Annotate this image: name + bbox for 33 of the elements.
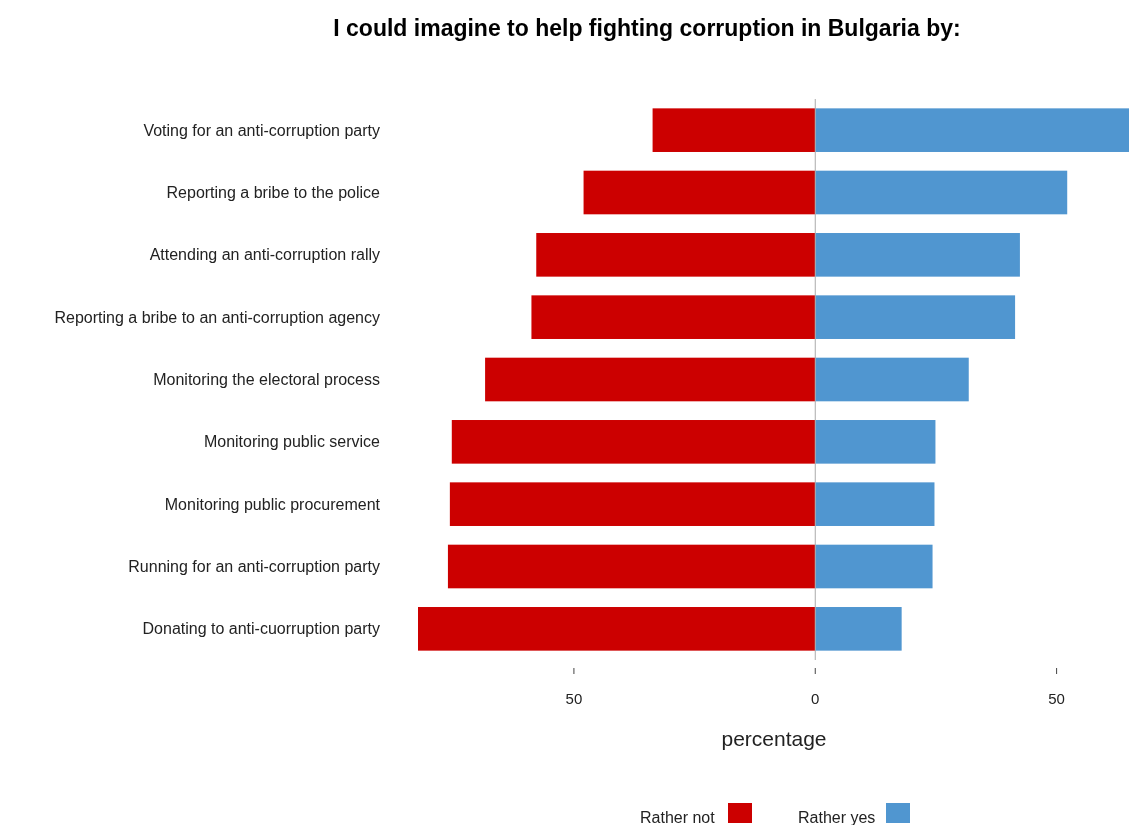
bar [451,420,816,464]
bar [815,233,1020,277]
chart-title: I could imagine to help fighting corruption in Bulgaria by: [333,15,961,41]
bar [815,108,1129,152]
y-tick-label: Monitoring public procurement [164,495,381,513]
y-tick-label: Donating to anti-cuorruption party [142,620,380,638]
y-tick-label: Voting for an anti-corruption party [143,121,380,139]
bar [815,170,1068,215]
bar [815,357,969,402]
x-tick-label: 50 [565,690,583,707]
bar [815,607,902,651]
bar [536,233,816,277]
x-tick-label: 0 [811,690,820,707]
x-tick-label: 50 [1048,690,1065,707]
bar [485,357,816,402]
bar [815,482,935,526]
bar [583,170,816,215]
x-axis-title: percentage [721,727,827,750]
bar [815,544,933,589]
bar [447,544,816,589]
y-tick-label: Running for an anti-corruption party [128,558,380,575]
bar [418,607,816,651]
y-tick-label: Attending an anti-corruption rally [149,246,380,264]
y-tick-label: Monitoring public service [203,433,381,451]
y-tick-label: Reporting a bribe to the police [166,184,381,201]
bar [531,295,816,339]
bar [815,295,1016,339]
bar [652,108,816,152]
bar [449,482,816,526]
legend-label: Rather not [640,809,716,825]
y-tick-label: Reporting a bribe to an anti-corruption agency [54,308,380,326]
bar [815,420,936,464]
y-tick-label: Monitoring the electoral process [153,371,380,388]
